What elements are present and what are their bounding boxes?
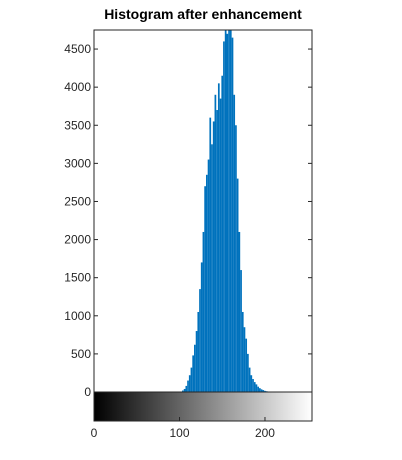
histogram-bar [244,327,246,392]
y-tick-label: 3000 [64,156,91,170]
chart-title: Histogram after enhancement [104,6,302,22]
histogram-bar [218,83,220,392]
y-tick-label: 2000 [64,233,91,247]
histogram-bar [256,384,258,392]
histogram-bar [240,270,242,392]
histogram-bar [204,186,206,392]
histogram-bar [259,388,261,392]
x-tick-label: 200 [255,426,275,440]
histogram-bar [225,30,227,392]
colorbar-gradient [94,392,312,421]
histogram-bar [220,99,222,392]
histogram-bar [232,38,234,392]
grayscale-colorbar [94,392,312,421]
y-tick-label: 1000 [64,309,91,323]
histogram-bar [252,379,254,392]
x-tick-label: 0 [91,426,98,440]
histogram-bar [242,312,244,392]
histogram-bar [203,232,205,392]
x-tick-label: 100 [169,426,189,440]
histogram-bar [197,312,199,392]
histogram-bar [208,160,210,392]
histogram-bar [189,375,191,392]
y-tick-label: 4000 [64,80,91,94]
y-tick-label: 0 [84,385,91,399]
histogram-bar [235,125,237,392]
histogram-bar [206,175,208,392]
histogram-bar [194,345,196,392]
histogram-bar [196,331,198,392]
histogram-bar [254,382,256,392]
histogram-bar [199,289,201,392]
histogram-bar [228,30,230,392]
plot-area [94,30,312,392]
histogram-bar [187,381,189,392]
histogram-bar [227,34,229,392]
y-tick-label: 1500 [64,271,91,285]
y-tick-label: 3500 [64,118,91,132]
histogram-bar [223,41,225,392]
histogram-bar [185,386,187,392]
histogram-bar [237,179,239,392]
histogram-bar [247,354,249,392]
histogram-bar [249,368,251,392]
histogram-bar [213,121,215,392]
histogram-bar [201,262,203,392]
histogram-bar [250,375,252,392]
histogram-bar [245,339,247,392]
histogram-bar [192,355,194,392]
histogram-bar [215,95,217,392]
y-tick-label: 4500 [64,42,91,56]
histogram-bar [230,30,232,392]
histogram-bar [238,232,240,392]
y-tick-label: 2500 [64,194,91,208]
histogram-bar [233,95,235,392]
histogram-bar [211,144,213,392]
histogram-bar [191,368,193,392]
histogram-bar [221,76,223,392]
histogram-bar [209,118,211,392]
histogram-bar [257,387,259,392]
y-tick-label: 500 [71,347,91,361]
histogram-bar [216,110,218,392]
